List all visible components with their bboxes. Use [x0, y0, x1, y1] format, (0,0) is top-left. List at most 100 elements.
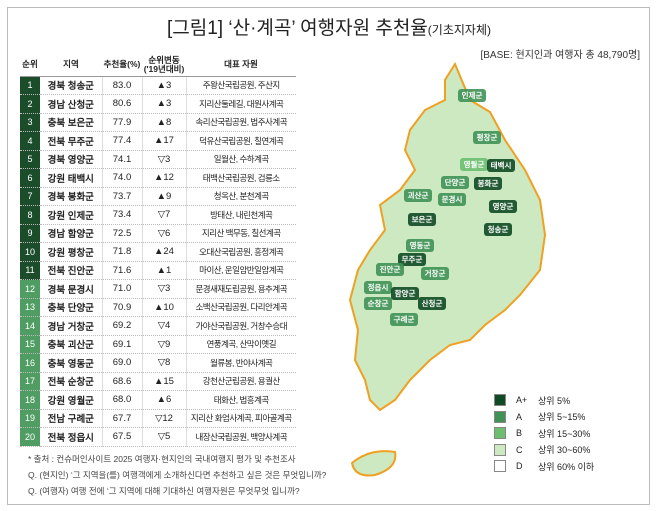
- map-label: 영월군: [464, 159, 485, 169]
- cell-rank: 15: [20, 335, 40, 354]
- page-title: [그림1] ‘산·계곡’ 여행자원 추천율(기초지자체): [167, 18, 491, 39]
- map-label: 구례군: [394, 314, 415, 324]
- district-shape: [418, 297, 446, 310]
- cell-region: 충북 단양군: [40, 298, 103, 317]
- cell-rate: 72.5: [102, 224, 143, 243]
- cell-change: ▲6: [142, 390, 187, 410]
- map-label: 정읍시: [368, 282, 389, 292]
- map-label: 진안군: [380, 264, 401, 274]
- district-shape: [376, 263, 404, 276]
- district-shape: [398, 253, 426, 266]
- cell-change: ▲3: [142, 76, 187, 95]
- cell-rate: 68.6: [102, 372, 143, 391]
- district-shape: [474, 177, 502, 190]
- cell-region: 강원 태백시: [40, 168, 103, 188]
- district-shape: [364, 281, 392, 294]
- legend-label: 상위 15~30%: [538, 428, 591, 439]
- table-row: 14 경남 거창군 69.2 ▽4 가야산국립공원, 거창수승대: [20, 316, 296, 336]
- cell-resource: 주왕산국립공원, 주산지: [186, 76, 296, 95]
- legend-label: 상위 30~60%: [538, 445, 591, 456]
- cell-rank: 4: [20, 131, 40, 151]
- table-row: 6 강원 태백시 74.0 ▲12 태백산국립공원, 검룡소: [20, 168, 296, 188]
- cell-rate: 77.9: [102, 113, 143, 132]
- table-row: 8 강원 인제군 73.4 ▽7 방태산, 내린천계곡: [20, 205, 296, 225]
- cell-change: ▲1: [142, 261, 187, 280]
- cell-rank: 20: [20, 427, 40, 447]
- cell-resource: 방태산, 내린천계곡: [186, 205, 296, 225]
- legend-grade: D: [516, 461, 523, 472]
- notes: * 출처 : 컨슈머인사이트 2025 여행자·현지인의 국내여행지 평가 및 …: [28, 451, 326, 499]
- header-rate: 추천율(%): [102, 54, 142, 77]
- map-label: 영양군: [493, 201, 514, 211]
- cell-region: 전북 정읍시: [40, 427, 103, 447]
- cell-rank: 6: [20, 168, 40, 188]
- cell-region: 경남 산청군: [40, 94, 103, 114]
- legend-label: 상위 60% 이하: [538, 461, 595, 472]
- map-label: 봉화군: [478, 178, 499, 188]
- cell-region: 전북 순창군: [40, 372, 103, 391]
- cell-resource: 마이산, 운일암반일암계곡: [186, 261, 296, 280]
- district-shape: [489, 200, 517, 213]
- cell-rate: 67.5: [102, 427, 143, 447]
- cell-rate: 80.6: [102, 94, 143, 114]
- cell-rank: 18: [20, 390, 40, 410]
- ranking-table: 순위 지역 추천율(%) 순위변동 ('19년대비) 대표 자원 1 경북 청송군…: [20, 54, 296, 447]
- cell-rank: 3: [20, 113, 40, 132]
- legend-item: B 상위 15~30%: [494, 425, 594, 442]
- cell-resource: 문경새재도립공원, 용추계곡: [186, 279, 296, 299]
- cell-resource: 속리산국립공원, 법주사계곡: [186, 113, 296, 132]
- cell-region: 경북 봉화군: [40, 187, 103, 206]
- legend-item: D 상위 60% 이하: [494, 458, 594, 475]
- cell-rank: 2: [20, 94, 40, 114]
- cell-change: ▽7: [142, 205, 187, 225]
- base-note: [BASE: 현지인과 여행자 총 48,790명]: [480, 50, 640, 61]
- table-row: 7 경북 봉화군 73.7 ▲9 청옥산, 분천계곡: [20, 187, 296, 206]
- cell-region: 충북 괴산군: [40, 335, 103, 354]
- district-shape: [391, 287, 419, 300]
- district-shape: [438, 193, 466, 206]
- district-shape: [404, 189, 432, 202]
- cell-rank: 12: [20, 279, 40, 299]
- header-rank: 순위: [20, 54, 40, 77]
- cell-change: ▲24: [142, 242, 187, 262]
- legend-grade: A: [516, 411, 523, 422]
- table-row: 3 충북 보은군 77.9 ▲8 속리산국립공원, 법주사계곡: [20, 113, 296, 132]
- cell-change: ▽5: [142, 427, 187, 447]
- cell-rate: 69.0: [102, 353, 143, 373]
- cell-rank: 14: [20, 316, 40, 336]
- table-row: 13 충북 단양군 70.9 ▲10 소백산국립공원, 다리안계곡: [20, 298, 296, 317]
- cell-resource: 일월산, 수하계곡: [186, 150, 296, 169]
- cell-change: ▲10: [142, 298, 187, 317]
- cell-region: 전북 무주군: [40, 131, 103, 151]
- district-shape: [458, 89, 486, 102]
- cell-region: 경남 거창군: [40, 316, 103, 336]
- cell-region: 전북 진안군: [40, 261, 103, 280]
- district-shape: [406, 239, 434, 252]
- cell-rank: 13: [20, 298, 40, 317]
- map-label: 청송군: [488, 224, 509, 234]
- map-label: 단양군: [445, 177, 466, 187]
- cell-rank: 17: [20, 372, 40, 391]
- table-row: 17 전북 순창군 68.6 ▲15 강천산군립공원, 용궐산: [20, 372, 296, 391]
- cell-rank: 19: [20, 409, 40, 428]
- cell-rate: 71.0: [102, 279, 143, 299]
- district-shape: [390, 313, 418, 326]
- legend-swatch: [494, 460, 506, 473]
- cell-rank: 16: [20, 353, 40, 373]
- map-label: 문경시: [442, 194, 463, 204]
- district-shape: [460, 158, 488, 171]
- map-label: 영동군: [410, 240, 431, 250]
- district-shape: [484, 223, 512, 236]
- cell-region: 강원 인제군: [40, 205, 103, 225]
- cell-rank: 10: [20, 242, 40, 262]
- table-row: 20 전북 정읍시 67.5 ▽5 내장산국립공원, 백양사계곡: [20, 427, 296, 447]
- legend-item: A+ 상위 5%: [494, 392, 594, 409]
- cell-change: ▽6: [142, 224, 187, 243]
- cell-rate: 71.8: [102, 242, 143, 262]
- cell-region: 충북 영동군: [40, 353, 103, 373]
- legend-item: A 상위 5~15%: [494, 409, 594, 426]
- map-label: 태백시: [491, 160, 512, 170]
- cell-change: ▽9: [142, 335, 187, 354]
- table-row: 11 전북 진안군 71.6 ▲1 마이산, 운일암반일암계곡: [20, 261, 296, 280]
- cell-resource: 청옥산, 분천계곡: [186, 187, 296, 206]
